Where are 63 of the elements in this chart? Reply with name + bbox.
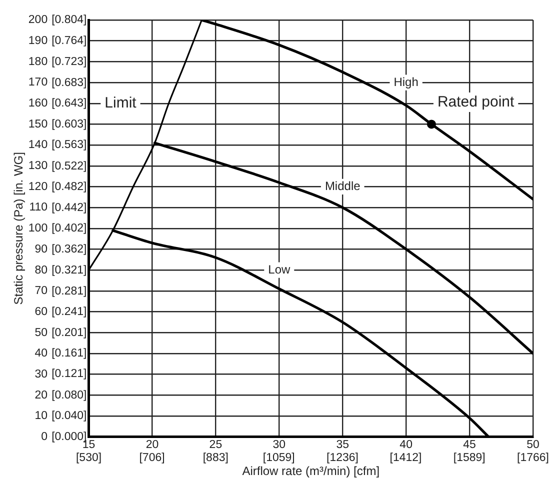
x-tick-label: 50 bbox=[526, 438, 540, 451]
y-tick-label: 160 bbox=[28, 98, 48, 110]
series-label: Rated point bbox=[437, 93, 516, 110]
y-tick-label: 150 bbox=[28, 118, 48, 130]
y2-tick-label: [0.563] bbox=[52, 139, 87, 152]
y-tick-label: 60 bbox=[34, 306, 48, 318]
x2-tick-label: [1059] bbox=[262, 452, 295, 464]
x-tick-label: 20 bbox=[146, 438, 159, 451]
y-tick-label: 30 bbox=[34, 368, 48, 380]
y2-tick-label: [0.362] bbox=[52, 243, 87, 256]
y2-tick-label: [0.241] bbox=[52, 306, 87, 318]
y2-tick-label: [0.080] bbox=[52, 390, 87, 402]
x-tick-label: 45 bbox=[463, 438, 476, 451]
y2-tick-label: [0.482] bbox=[52, 181, 87, 194]
y2-tick-label: [0.121] bbox=[52, 368, 87, 380]
y2-tick-label: [0.764] bbox=[52, 34, 87, 47]
series-label: High bbox=[394, 74, 418, 89]
y-tick-label: 90 bbox=[34, 243, 48, 256]
y-axis-title: Static pressure (Pa) [in. WG] bbox=[12, 152, 26, 305]
y-tick-label: 120 bbox=[28, 180, 48, 193]
y-tick-label: 0 bbox=[41, 430, 48, 443]
x2-tick-label: [1589] bbox=[453, 452, 486, 464]
y-tick-label: 110 bbox=[29, 202, 48, 214]
y2-tick-label: [0.683] bbox=[52, 76, 87, 89]
y-tick-label: 140 bbox=[28, 139, 48, 152]
x-tick-label: 40 bbox=[400, 438, 412, 451]
series-label: Low bbox=[268, 262, 290, 276]
y2-tick-label: [0.643] bbox=[52, 98, 87, 110]
y-tick-label: 100 bbox=[28, 222, 48, 235]
y2-tick-label: [0.442] bbox=[52, 202, 87, 214]
y-tick-label: 20 bbox=[34, 389, 48, 402]
y2-tick-label: [0.321] bbox=[52, 264, 87, 277]
y-tick-label: 190 bbox=[28, 35, 48, 48]
x-axis-title: Airflow rate (m³/min) [cfm] bbox=[242, 464, 380, 478]
y2-tick-label: [0.603] bbox=[52, 118, 87, 130]
y-tick-label: 50 bbox=[34, 326, 48, 339]
y-tick-label: 180 bbox=[28, 56, 48, 68]
y-tick-label: 200 bbox=[28, 14, 48, 26]
y-tick-label: 70 bbox=[34, 285, 48, 298]
y-tick-label: 130 bbox=[28, 160, 48, 172]
x2-tick-label: [883] bbox=[202, 452, 228, 464]
y-tick-label: 40 bbox=[34, 348, 48, 360]
x2-tick-label: [530] bbox=[76, 452, 102, 464]
y2-tick-label: [0.402] bbox=[52, 222, 87, 235]
x2-tick-label: [1236] bbox=[326, 452, 358, 464]
x2-tick-label: [1766] bbox=[517, 452, 549, 464]
x-tick-label: 35 bbox=[336, 438, 350, 451]
x-tick-label: 25 bbox=[209, 438, 222, 451]
y2-tick-label: [0.723] bbox=[52, 56, 87, 68]
series-label: Middle bbox=[324, 179, 361, 194]
y-tick-label: 10 bbox=[34, 410, 48, 422]
y2-tick-label: [0.040] bbox=[52, 410, 87, 422]
x2-tick-label: [706] bbox=[139, 452, 165, 464]
y2-tick-label: [0.161] bbox=[52, 348, 87, 360]
y2-tick-label: [0.522] bbox=[52, 160, 87, 172]
y-tick-label: 170 bbox=[28, 76, 48, 89]
x-tick-label: 30 bbox=[272, 438, 286, 451]
y2-tick-label: [0.281] bbox=[52, 285, 87, 298]
y2-tick-label: [0.201] bbox=[52, 326, 87, 339]
x2-tick-label: [1412] bbox=[390, 452, 422, 464]
y2-tick-label: [0.804] bbox=[52, 14, 87, 26]
y-tick-label: 80 bbox=[34, 264, 48, 276]
series-label: Limit bbox=[104, 94, 138, 112]
